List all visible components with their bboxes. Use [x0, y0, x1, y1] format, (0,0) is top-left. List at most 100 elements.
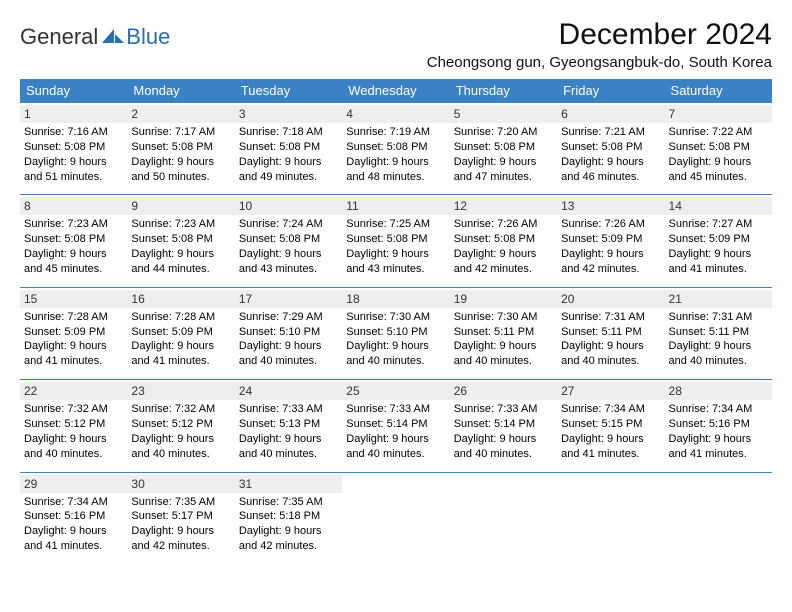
- day-cell: 8 Sunrise: 7:23 AMSunset: 5:08 PMDaylight…: [20, 195, 127, 287]
- sunrise-line: Sunrise: 7:27 AM: [669, 217, 768, 232]
- day-cell: 4Sunrise: 7:19 AMSunset: 5:08 PMDaylight…: [342, 103, 449, 195]
- date-number: 11: [342, 197, 449, 215]
- day-cell: 29Sunrise: 7:34 AMSunset: 5:16 PMDayligh…: [20, 472, 127, 564]
- daylight-line-2: and 42 minutes.: [561, 262, 660, 277]
- day-cell: [557, 472, 664, 564]
- sunset-line: Sunset: 5:12 PM: [131, 417, 230, 432]
- sunset-line: Sunset: 5:11 PM: [454, 325, 553, 340]
- daylight-line-2: and 40 minutes.: [131, 447, 230, 462]
- day-cell: 19Sunrise: 7:30 AMSunset: 5:11 PMDayligh…: [450, 287, 557, 379]
- day-cell: 31Sunrise: 7:35 AMSunset: 5:18 PMDayligh…: [235, 472, 342, 564]
- sunset-line: Sunset: 5:08 PM: [454, 140, 553, 155]
- day-cell: 2Sunrise: 7:17 AMSunset: 5:08 PMDaylight…: [127, 103, 234, 195]
- day-cell: 18Sunrise: 7:30 AMSunset: 5:10 PMDayligh…: [342, 287, 449, 379]
- date-number: 26: [450, 382, 557, 400]
- date-number: 19: [450, 290, 557, 308]
- date-number: 24: [235, 382, 342, 400]
- daylight-line-1: Daylight: 9 hours: [669, 155, 768, 170]
- sunset-line: Sunset: 5:16 PM: [669, 417, 768, 432]
- sunrise-line: Sunrise: 7:26 AM: [561, 217, 660, 232]
- calendar-table: Sunday Monday Tuesday Wednesday Thursday…: [20, 79, 772, 564]
- daylight-line-1: Daylight: 9 hours: [561, 432, 660, 447]
- daylight-line-1: Daylight: 9 hours: [561, 339, 660, 354]
- daylight-line-2: and 40 minutes.: [239, 447, 338, 462]
- daylight-line-2: and 40 minutes.: [346, 447, 445, 462]
- sunset-line: Sunset: 5:09 PM: [24, 325, 123, 340]
- sunrise-line: Sunrise: 7:31 AM: [669, 310, 768, 325]
- daylight-line-2: and 49 minutes.: [239, 170, 338, 185]
- sunset-line: Sunset: 5:09 PM: [131, 325, 230, 340]
- date-number: 1: [20, 105, 127, 123]
- sunset-line: Sunset: 5:11 PM: [669, 325, 768, 340]
- sunrise-line: Sunrise: 7:33 AM: [239, 402, 338, 417]
- day-cell: 22Sunrise: 7:32 AMSunset: 5:12 PMDayligh…: [20, 380, 127, 472]
- day-cell: 6Sunrise: 7:21 AMSunset: 5:08 PMDaylight…: [557, 103, 664, 195]
- sunrise-line: Sunrise: 7:21 AM: [561, 125, 660, 140]
- sunset-line: Sunset: 5:08 PM: [24, 232, 123, 247]
- day-cell: 7Sunrise: 7:22 AMSunset: 5:08 PMDaylight…: [665, 103, 772, 195]
- sunset-line: Sunset: 5:12 PM: [24, 417, 123, 432]
- daylight-line-2: and 42 minutes.: [239, 539, 338, 554]
- daylight-line-1: Daylight: 9 hours: [561, 247, 660, 262]
- daylight-line-2: and 42 minutes.: [131, 539, 230, 554]
- sunrise-line: Sunrise: 7:35 AM: [131, 495, 230, 510]
- location-label: Cheongsong gun, Gyeongsangbuk-do, South …: [427, 54, 772, 71]
- daylight-line-2: and 40 minutes.: [239, 354, 338, 369]
- daylight-line-2: and 40 minutes.: [669, 354, 768, 369]
- week-row: 15Sunrise: 7:28 AMSunset: 5:09 PMDayligh…: [20, 287, 772, 379]
- day-cell: 12Sunrise: 7:26 AMSunset: 5:08 PMDayligh…: [450, 195, 557, 287]
- daylight-line-2: and 40 minutes.: [454, 447, 553, 462]
- sunset-line: Sunset: 5:15 PM: [561, 417, 660, 432]
- daylight-line-1: Daylight: 9 hours: [24, 247, 123, 262]
- date-number: 22: [20, 382, 127, 400]
- sunset-line: Sunset: 5:08 PM: [131, 232, 230, 247]
- sunset-line: Sunset: 5:08 PM: [346, 232, 445, 247]
- day-header: Sunday: [20, 79, 127, 103]
- day-cell: 20Sunrise: 7:31 AMSunset: 5:11 PMDayligh…: [557, 287, 664, 379]
- daylight-line-2: and 43 minutes.: [239, 262, 338, 277]
- daylight-line-1: Daylight: 9 hours: [239, 247, 338, 262]
- daylight-line-1: Daylight: 9 hours: [454, 247, 553, 262]
- daylight-line-2: and 47 minutes.: [454, 170, 553, 185]
- day-cell: 14Sunrise: 7:27 AMSunset: 5:09 PMDayligh…: [665, 195, 772, 287]
- date-number: 16: [127, 290, 234, 308]
- day-header: Wednesday: [342, 79, 449, 103]
- sunset-line: Sunset: 5:09 PM: [669, 232, 768, 247]
- day-cell: 1Sunrise: 7:16 AMSunset: 5:08 PMDaylight…: [20, 103, 127, 195]
- daylight-line-1: Daylight: 9 hours: [131, 339, 230, 354]
- sunrise-line: Sunrise: 7:34 AM: [669, 402, 768, 417]
- sunset-line: Sunset: 5:08 PM: [24, 140, 123, 155]
- daylight-line-1: Daylight: 9 hours: [454, 155, 553, 170]
- day-cell: 13Sunrise: 7:26 AMSunset: 5:09 PMDayligh…: [557, 195, 664, 287]
- calendar-page: General Blue December 2024 Cheongsong gu…: [0, 0, 792, 574]
- daylight-line-1: Daylight: 9 hours: [239, 524, 338, 539]
- daylight-line-2: and 45 minutes.: [24, 262, 123, 277]
- sunrise-line: Sunrise: 7:17 AM: [131, 125, 230, 140]
- date-number: 8: [20, 197, 127, 215]
- sunrise-line: Sunrise: 7:32 AM: [131, 402, 230, 417]
- date-number: 23: [127, 382, 234, 400]
- date-number: 18: [342, 290, 449, 308]
- date-number: 9: [127, 197, 234, 215]
- daylight-line-2: and 42 minutes.: [454, 262, 553, 277]
- day-cell: 21Sunrise: 7:31 AMSunset: 5:11 PMDayligh…: [665, 287, 772, 379]
- week-row: 1Sunrise: 7:16 AMSunset: 5:08 PMDaylight…: [20, 103, 772, 195]
- sunrise-line: Sunrise: 7:35 AM: [239, 495, 338, 510]
- daylight-line-1: Daylight: 9 hours: [131, 247, 230, 262]
- sunset-line: Sunset: 5:13 PM: [239, 417, 338, 432]
- daylight-line-2: and 41 minutes.: [24, 539, 123, 554]
- date-number: 20: [557, 290, 664, 308]
- date-number: 31: [235, 475, 342, 493]
- day-cell: [342, 472, 449, 564]
- day-cell: 11Sunrise: 7:25 AMSunset: 5:08 PMDayligh…: [342, 195, 449, 287]
- date-number: 5: [450, 105, 557, 123]
- sunrise-line: Sunrise: 7:23 AM: [24, 217, 123, 232]
- date-number: 14: [665, 197, 772, 215]
- daylight-line-1: Daylight: 9 hours: [346, 247, 445, 262]
- date-number: 27: [557, 382, 664, 400]
- daylight-line-2: and 46 minutes.: [561, 170, 660, 185]
- daylight-line-2: and 41 minutes.: [561, 447, 660, 462]
- day-header: Monday: [127, 79, 234, 103]
- sunset-line: Sunset: 5:08 PM: [561, 140, 660, 155]
- logo-text-2: Blue: [126, 24, 170, 50]
